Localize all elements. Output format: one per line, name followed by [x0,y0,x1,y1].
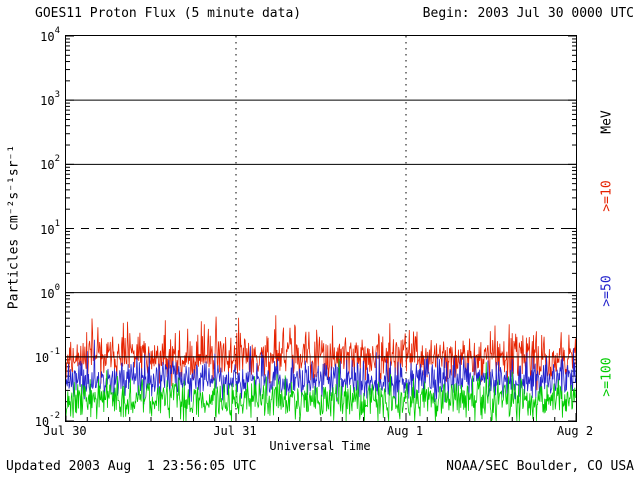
y-tick-label: 10-2 [34,411,60,429]
x-tick-label: Aug 2 [556,424,594,438]
y-tick-label: 101 [40,218,60,237]
begin-timestamp: Begin: 2003 Jul 30 0000 UTC [422,6,634,21]
units-label: MeV [599,110,615,134]
series-threshold-label: >=100 [599,357,615,397]
y-tick-label: 103 [40,90,60,109]
x-tick-label: Aug 1 [386,424,424,438]
series-threshold-label: >=10 [599,180,615,212]
x-tick-label: Jul 31 [213,424,257,438]
chart-title: GOES11 Proton Flux (5 minute data) [35,6,302,21]
y-axis-label: Particles cm⁻²s⁻¹sr⁻¹ [6,144,22,310]
flux-series-line [66,315,576,391]
x-tick-label: Jul 30 [43,424,87,438]
y-tick-label: 100 [40,282,60,301]
flux-plot-canvas [66,36,576,421]
series-threshold-label: >=50 [599,275,615,307]
source-credit: NOAA/SEC Boulder, CO USA [446,459,634,474]
updated-timestamp: Updated 2003 Aug 1 23:56:05 UTC [6,459,257,474]
flux-series-line [66,339,576,405]
y-tick-label: 104 [40,26,60,44]
plot-area [65,35,577,422]
y-tick-label: 102 [40,154,60,173]
flux-series-line [66,358,576,421]
y-tick-label: 10-1 [34,346,60,365]
x-axis-title: Universal Time [269,439,371,453]
